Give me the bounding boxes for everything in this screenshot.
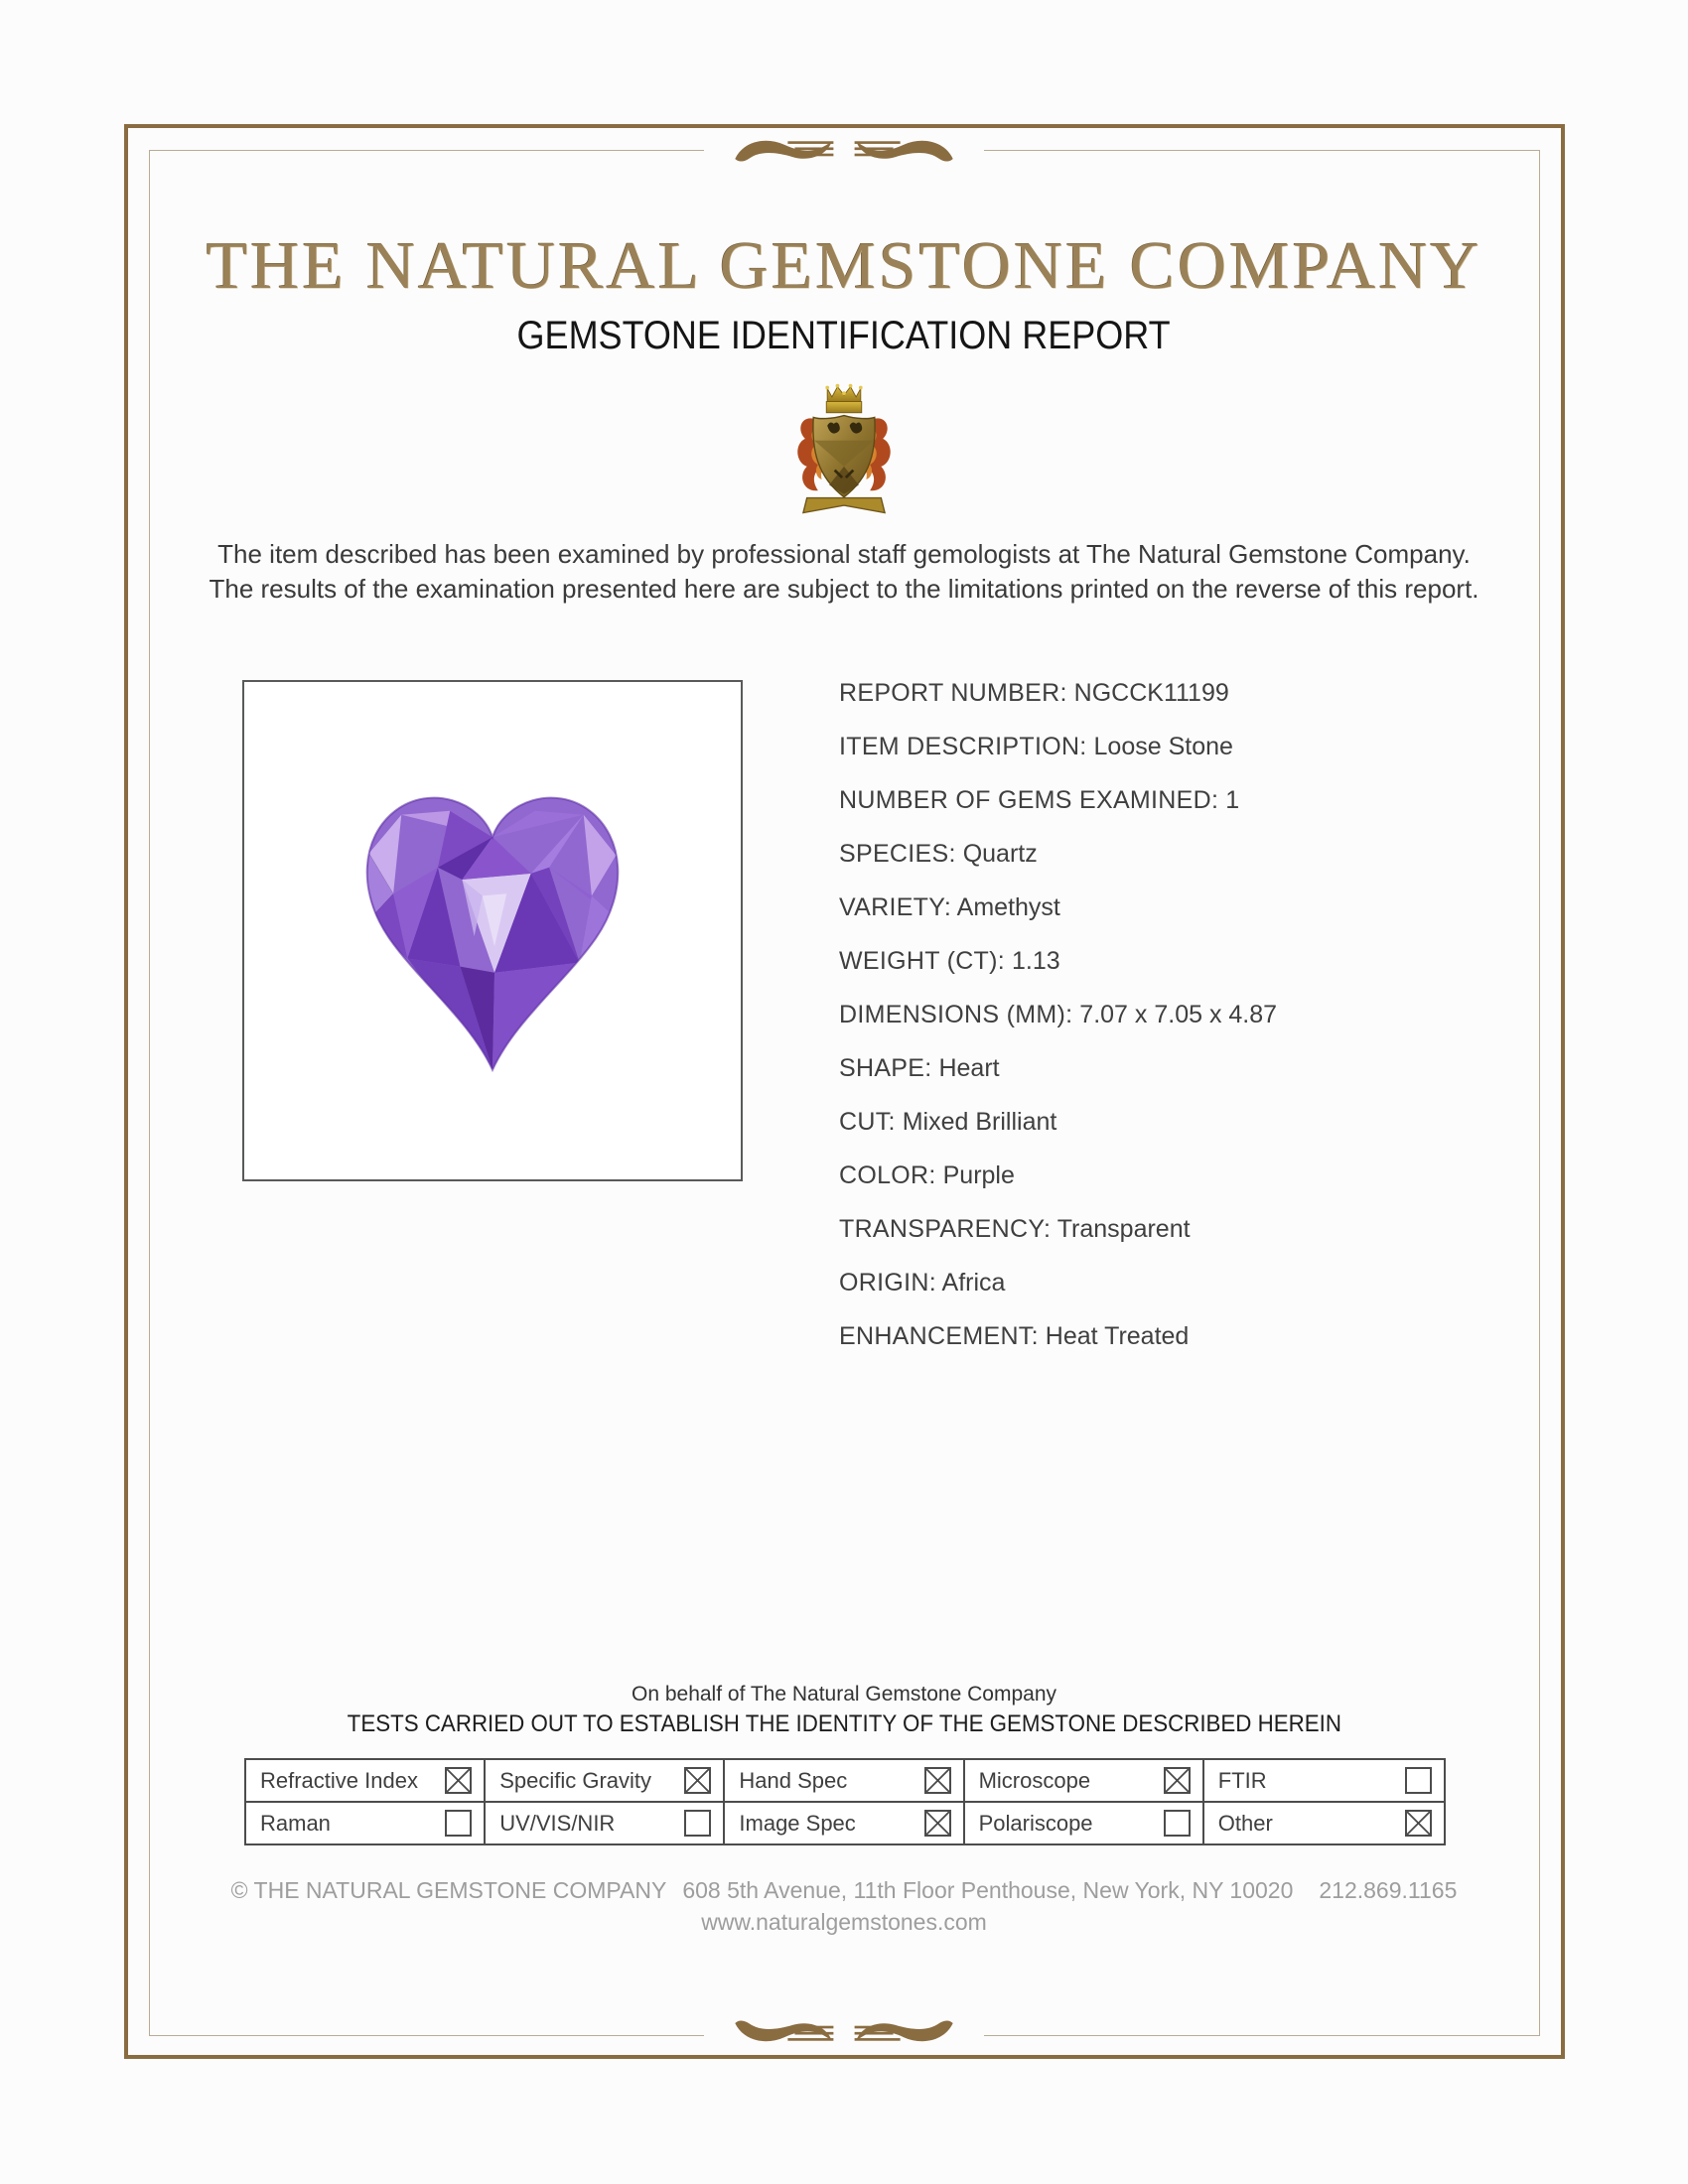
test-cell: Other [1204,1803,1444,1843]
detail-label: ENHANCEMENT: [839,1322,1039,1350]
tests-heading-text: TESTS CARRIED OUT TO ESTABLISH THE IDENT… [347,1710,1341,1737]
checkbox-unchecked-icon [445,1810,473,1837]
detail-value: Amethyst [956,893,1060,921]
detail-value: Quartz [962,840,1038,868]
swirl-divider-icon [704,2011,984,2051]
test-cell: Microscope [964,1760,1204,1803]
detail-row: SPECIES: Quartz [839,840,1277,869]
checkbox-checked-icon [684,1767,712,1794]
footer-company: © THE NATURAL GEMSTONE COMPANY [230,1877,667,1903]
detail-label: ITEM DESCRIPTION: [839,733,1087,760]
footer-phone: 212.869.1165 [1319,1877,1458,1903]
detail-row: ENHANCEMENT: Heat Treated [839,1322,1277,1351]
detail-value: Transparent [1056,1215,1191,1243]
detail-row: SHAPE: Heart [839,1054,1277,1083]
detail-row: DIMENSIONS (MM): 7.07 x 7.05 x 4.87 [839,1001,1277,1029]
detail-row: COLOR: Purple [839,1161,1277,1190]
detail-row: WEIGHT (CT): 1.13 [839,947,1277,976]
test-label: Hand Spec [739,1767,848,1793]
detail-value: Heat Treated [1045,1322,1190,1350]
examination-statement-line1: The item described has been examined by … [217,539,1471,569]
detail-label: SHAPE: [839,1054,932,1082]
test-cell: Raman [246,1803,487,1843]
test-label: Refractive Index [260,1767,418,1793]
detail-label: DIMENSIONS (MM): [839,1001,1073,1028]
report-title: GEMSTONE IDENTIFICATION REPORT [0,314,1688,358]
detail-row: CUT: Mixed Brilliant [839,1108,1277,1137]
test-label: UV/VIS/NIR [499,1810,616,1836]
checkbox-unchecked-icon [684,1810,712,1837]
footer-address-line: © THE NATURAL GEMSTONE COMPANY 608 5th Av… [0,1874,1688,1906]
detail-label: CUT: [839,1108,896,1136]
checkbox-checked-icon [1404,1810,1432,1837]
test-label: Microscope [978,1767,1091,1793]
test-cell: Hand Spec [725,1760,965,1803]
detail-label: TRANSPARENCY: [839,1215,1052,1243]
company-title: THE NATURAL GEMSTONE COMPANY [206,227,1482,303]
detail-value: 1.13 [1011,947,1060,975]
test-cell: Image Spec [725,1803,965,1843]
test-cell: Specific Gravity [486,1760,726,1803]
detail-row: REPORT NUMBER: NGCCK11199 [839,679,1277,708]
detail-row: TRANSPARENCY: Transparent [839,1215,1277,1244]
test-cell: FTIR [1203,1760,1444,1803]
test-cell: UV/VIS/NIR [486,1803,726,1843]
heart-amethyst-photo [365,796,620,1072]
footer: © THE NATURAL GEMSTONE COMPANY 608 5th Av… [0,1874,1688,1938]
detail-value: Africa [941,1269,1006,1297]
detail-value: Purple [942,1161,1015,1189]
examination-statement-line2: The results of the examination presented… [209,574,1479,604]
detail-row: VARIETY: Amethyst [839,893,1277,922]
checkbox-unchecked-icon [1163,1810,1191,1837]
checkbox-checked-icon [445,1767,473,1794]
gemstone-photo-frame [242,680,743,1181]
footer-address: 608 5th Avenue, 11th Floor Penthouse, Ne… [682,1877,1294,1903]
detail-value: NGCCK11199 [1073,679,1229,707]
detail-label: REPORT NUMBER: [839,679,1067,707]
test-label: FTIR [1217,1767,1267,1793]
checkbox-checked-icon [923,1810,951,1837]
detail-label: NUMBER OF GEMS EXAMINED: [839,786,1219,814]
tests-heading: TESTS CARRIED OUT TO ESTABLISH THE IDENT… [0,1710,1688,1738]
details-list: REPORT NUMBER: NGCCK11199 ITEM DESCRIPTIO… [839,679,1277,1351]
detail-value: 1 [1225,786,1240,814]
detail-label: COLOR: [839,1161,936,1189]
test-cell: Polariscope [965,1803,1204,1843]
footer-website: www.naturalgemstones.com [701,1909,987,1935]
test-label: Polariscope [978,1810,1093,1836]
company-crest-icon [788,381,900,520]
report-title-text: GEMSTONE IDENTIFICATION REPORT [516,314,1172,357]
detail-value: Mixed Brilliant [902,1108,1057,1136]
test-label: Other [1217,1810,1273,1836]
detail-row: ITEM DESCRIPTION: Loose Stone [839,733,1277,761]
detail-value: Loose Stone [1093,733,1233,760]
detail-label: ORIGIN: [839,1269,936,1297]
detail-row: ORIGIN: Africa [839,1269,1277,1297]
test-label: Raman [260,1810,331,1836]
swirl-divider-icon [704,131,984,171]
checkbox-unchecked-icon [1404,1767,1432,1794]
on-behalf-text: On behalf of The Natural Gemstone Compan… [631,1683,1056,1706]
checkbox-checked-icon [923,1767,951,1794]
examination-statement: The item described has been examined by … [0,537,1688,607]
detail-row: NUMBER OF GEMS EXAMINED: 1 [839,786,1277,815]
detail-value: Heart [938,1054,1000,1082]
test-label: Specific Gravity [499,1767,652,1793]
detail-label: VARIETY: [839,893,952,921]
detail-label: WEIGHT (CT): [839,947,1006,975]
outer-border [124,124,1565,2059]
test-label: Image Spec [739,1810,856,1836]
tests-table: Refractive Index Specific Gravity Hand Spe… [244,1758,1446,1845]
checkbox-checked-icon [1163,1767,1191,1794]
detail-value: 7.07 x 7.05 x 4.87 [1079,1001,1278,1028]
test-cell: Refractive Index [246,1760,487,1803]
detail-label: SPECIES: [839,840,956,868]
